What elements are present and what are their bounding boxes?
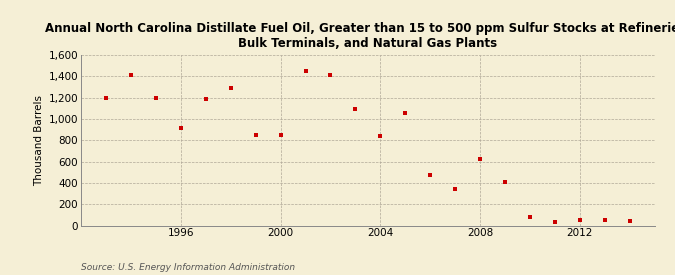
Point	[500, 180, 510, 184]
Point	[250, 133, 261, 138]
Point	[325, 73, 336, 78]
Point	[126, 73, 136, 77]
Text: Source: U.S. Energy Information Administration: Source: U.S. Energy Information Administ…	[81, 263, 295, 272]
Point	[176, 126, 186, 131]
Point	[400, 111, 410, 115]
Point	[624, 219, 635, 223]
Point	[475, 157, 485, 162]
Point	[350, 107, 361, 112]
Point	[425, 173, 435, 178]
Point	[549, 220, 560, 224]
Point	[151, 96, 161, 100]
Title: Annual North Carolina Distillate Fuel Oil, Greater than 15 to 500 ppm Sulfur Sto: Annual North Carolina Distillate Fuel Oi…	[45, 22, 675, 50]
Point	[200, 97, 211, 101]
Point	[450, 187, 460, 191]
Point	[574, 218, 585, 222]
Point	[101, 95, 111, 100]
Point	[524, 215, 535, 219]
Point	[300, 68, 311, 73]
Y-axis label: Thousand Barrels: Thousand Barrels	[34, 95, 45, 186]
Point	[599, 218, 610, 222]
Point	[225, 86, 236, 90]
Point	[275, 133, 286, 138]
Point	[375, 134, 385, 138]
